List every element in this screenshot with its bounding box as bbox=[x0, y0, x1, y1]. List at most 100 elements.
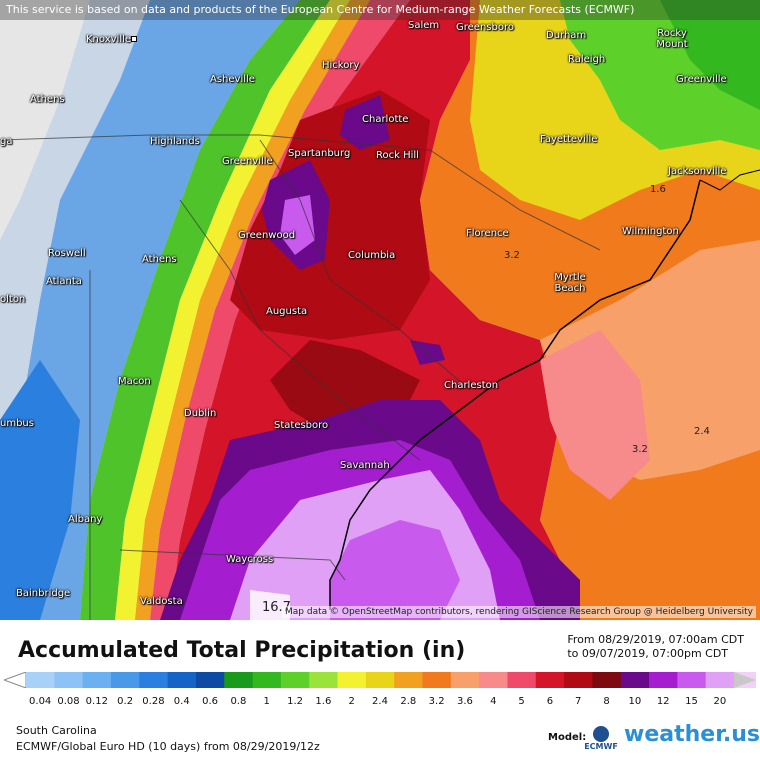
contour-label: 1.6 bbox=[650, 184, 666, 195]
city-label: Hickory bbox=[322, 60, 360, 71]
city-label: Raleigh bbox=[568, 54, 606, 65]
city-label: Jacksonville bbox=[668, 166, 727, 177]
region-label: South Carolina bbox=[16, 724, 97, 737]
scale-tick-label: 0.4 bbox=[173, 696, 190, 707]
scale-tick-label: 0.2 bbox=[117, 696, 134, 707]
city-label: Charleston bbox=[444, 380, 499, 391]
city-label: Augusta bbox=[266, 306, 308, 317]
precipitation-map[interactable]: This service is based on data and produc… bbox=[0, 0, 760, 620]
city-label: Atlanta bbox=[46, 276, 82, 287]
scale-tick-label: 3.6 bbox=[457, 696, 473, 707]
scale-tick-label: 15 bbox=[685, 696, 698, 707]
scale-tick-label: 0.28 bbox=[142, 696, 165, 707]
city-label: olton bbox=[0, 294, 26, 305]
scale-swatch bbox=[139, 672, 169, 688]
city-label: ga bbox=[0, 136, 13, 147]
scale-swatch bbox=[592, 672, 622, 688]
city-label: Bainbridge bbox=[16, 588, 71, 599]
city-label: Dublin bbox=[184, 408, 217, 419]
city-label: Greenville bbox=[222, 156, 273, 167]
scale-swatch bbox=[280, 672, 310, 688]
scale-tick-label: 2 bbox=[348, 696, 355, 707]
scale-swatch bbox=[620, 672, 650, 688]
city-label: Athens bbox=[30, 94, 65, 105]
scale-swatch bbox=[394, 672, 423, 688]
scale-swatch bbox=[649, 672, 678, 688]
contour-label: 3.2 bbox=[504, 250, 520, 261]
legend-panel: Accumulated Total Precipitation (in) Fro… bbox=[0, 620, 760, 760]
scale-tick-label: 3.2 bbox=[428, 696, 445, 707]
scale-tick-label: 6 bbox=[546, 696, 554, 707]
city-label: Myrtle Beach bbox=[554, 272, 586, 294]
city-label: Macon bbox=[118, 376, 151, 387]
time-range: From 08/29/2019, 07:00am CDT to 09/07/20… bbox=[567, 633, 744, 661]
contour-label: 2.4 bbox=[694, 426, 710, 437]
scale-swatch bbox=[26, 672, 55, 688]
map-attribution[interactable]: Map data © OpenStreetMap contributors, r… bbox=[282, 606, 756, 618]
contour-label: 3.2 bbox=[632, 444, 648, 455]
city-label: Charlotte bbox=[362, 114, 409, 125]
legend-title: Accumulated Total Precipitation (in) bbox=[18, 638, 466, 663]
city-label: Roswell bbox=[48, 248, 86, 259]
city-label: Greensboro bbox=[456, 22, 514, 33]
city-label: Spartanburg bbox=[288, 148, 351, 159]
scale-tick-label: 10 bbox=[628, 696, 642, 707]
scale-tick-label: 8 bbox=[603, 696, 610, 707]
scale-tick-label: 1.2 bbox=[287, 696, 303, 707]
precip-shading bbox=[0, 0, 760, 620]
scale-swatch bbox=[82, 672, 112, 688]
scale-swatch bbox=[705, 672, 735, 688]
city-label: umbus bbox=[0, 418, 34, 429]
scale-tick-label: 0.12 bbox=[85, 696, 108, 707]
scale-swatch bbox=[535, 672, 565, 688]
city-label: Savannah bbox=[340, 460, 390, 471]
city-label: Rocky Mount bbox=[656, 28, 688, 50]
city-label: Wilmington bbox=[622, 226, 679, 237]
ecmwf-logo: ECMWF bbox=[584, 726, 618, 756]
scale-swatch bbox=[365, 672, 395, 688]
scale-swatch bbox=[224, 672, 254, 688]
scale-swatch bbox=[507, 672, 537, 688]
coastline bbox=[329, 179, 701, 610]
city-label: Greenwood bbox=[238, 230, 296, 241]
ecmwf-disclaimer: This service is based on data and produc… bbox=[0, 0, 760, 20]
scale-swatch bbox=[110, 672, 140, 688]
city-label: Fayetteville bbox=[540, 134, 598, 145]
city-label: Florence bbox=[466, 228, 509, 239]
scale-tick-label: 0.6 bbox=[202, 696, 219, 707]
scale-swatch bbox=[252, 672, 282, 688]
scale-tick-label: 7 bbox=[575, 696, 582, 707]
scale-tick-label: 0.08 bbox=[57, 696, 80, 707]
scale-tick-label: 1.6 bbox=[315, 696, 332, 707]
city-label: Statesboro bbox=[274, 420, 329, 431]
city-label: Asheville bbox=[210, 74, 255, 85]
model-label: ECMWF/Global Euro HD (10 days) from 08/2… bbox=[16, 740, 320, 753]
scale-swatch bbox=[337, 672, 367, 688]
time-range-from: From 08/29/2019, 07:00am CDT bbox=[567, 633, 744, 646]
city-label: Columbia bbox=[348, 250, 396, 261]
scale-swatch bbox=[564, 672, 593, 688]
scale-swatch bbox=[54, 672, 84, 688]
scale-tick-label: 2.8 bbox=[400, 696, 417, 707]
city-label: Highlands bbox=[150, 136, 200, 147]
scale-arrow-low bbox=[4, 672, 27, 688]
scale-tick-label: 12 bbox=[656, 696, 670, 707]
color-scale bbox=[4, 672, 756, 688]
scale-arrow-high bbox=[734, 672, 756, 688]
scale-tick-label: 5 bbox=[518, 696, 525, 707]
scale-tick-label: 2.4 bbox=[372, 696, 388, 707]
scale-swatch bbox=[309, 672, 339, 688]
scale-tick-label: 0.8 bbox=[230, 696, 247, 707]
color-scale-ticks: 0.04 0.08 0.12 0.2 0.28 0.4 0.6 0.8 1 1.2 1.6 2 2.4 2… bbox=[0, 696, 760, 710]
scale-swatch bbox=[450, 672, 480, 688]
ecmwf-logo-text: ECMWF bbox=[584, 742, 618, 751]
city-label: Albany bbox=[68, 514, 103, 525]
city-label: Salem bbox=[408, 20, 440, 31]
scale-swatch bbox=[422, 672, 452, 688]
scale-tick-label: 20 bbox=[713, 696, 727, 707]
city-label: Durham bbox=[546, 30, 587, 41]
scale-tick-label: 0.04 bbox=[29, 696, 52, 707]
city-label: Knoxville bbox=[86, 34, 139, 45]
scale-swatch bbox=[677, 672, 707, 688]
weather-us-logo[interactable]: weather.us bbox=[624, 722, 760, 747]
